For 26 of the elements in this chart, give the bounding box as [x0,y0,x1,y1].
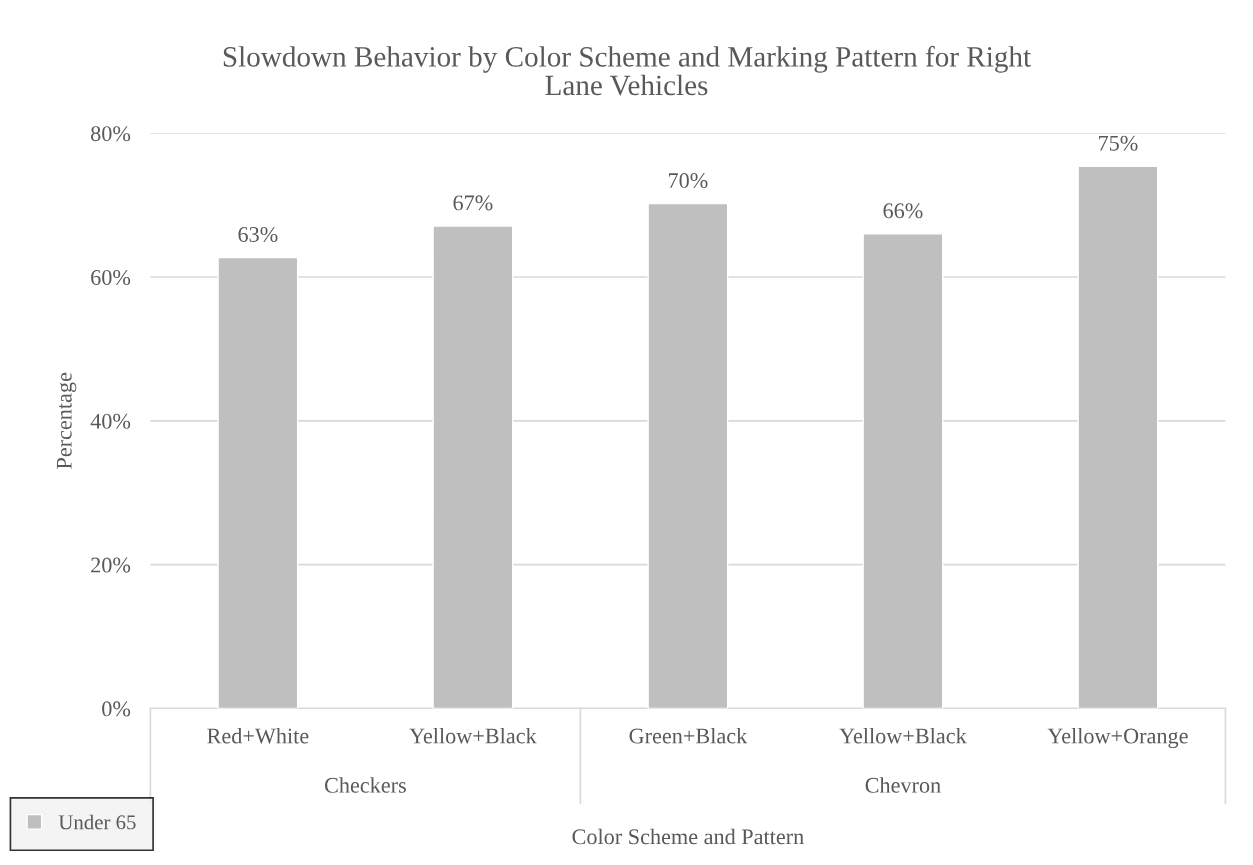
x-tick-label: Green+Black [629,727,748,744]
data-label: 70% [669,173,708,189]
text: Chevron [865,777,941,793]
legend-label: Under 65 [58,814,136,830]
data-label: 63% [238,226,278,243]
y-tick-label: 80% [91,126,131,142]
bar [217,256,299,709]
data-label: 67% [453,195,493,211]
bar [862,233,944,709]
chart-title: Slowdown Behavior by Color Scheme and Marking Pattern for Right Lane Vehicles [223,45,1031,96]
x-axis-title: Color Scheme and Pattern [572,828,804,845]
y-axis-title: Percentage [56,372,77,469]
y-tick-label: 20% [91,557,131,573]
y-tick-label: 60% [91,269,131,286]
bar [432,225,514,709]
bar [1077,165,1159,709]
bar [647,202,729,709]
y-tick-label: 0% [102,701,131,717]
y-tick-label: 40% [90,413,131,429]
data-label: 66% [883,203,923,219]
x-tick-label: Yellow+Black [839,727,967,744]
x-tick-label: Yellow+Orange [1047,727,1188,749]
data-label: 75% [1099,135,1138,151]
x-tick-label: Yellow+Black [409,727,537,744]
x-tick-label: Red+White [207,727,309,744]
text: Checkers [324,777,406,793]
